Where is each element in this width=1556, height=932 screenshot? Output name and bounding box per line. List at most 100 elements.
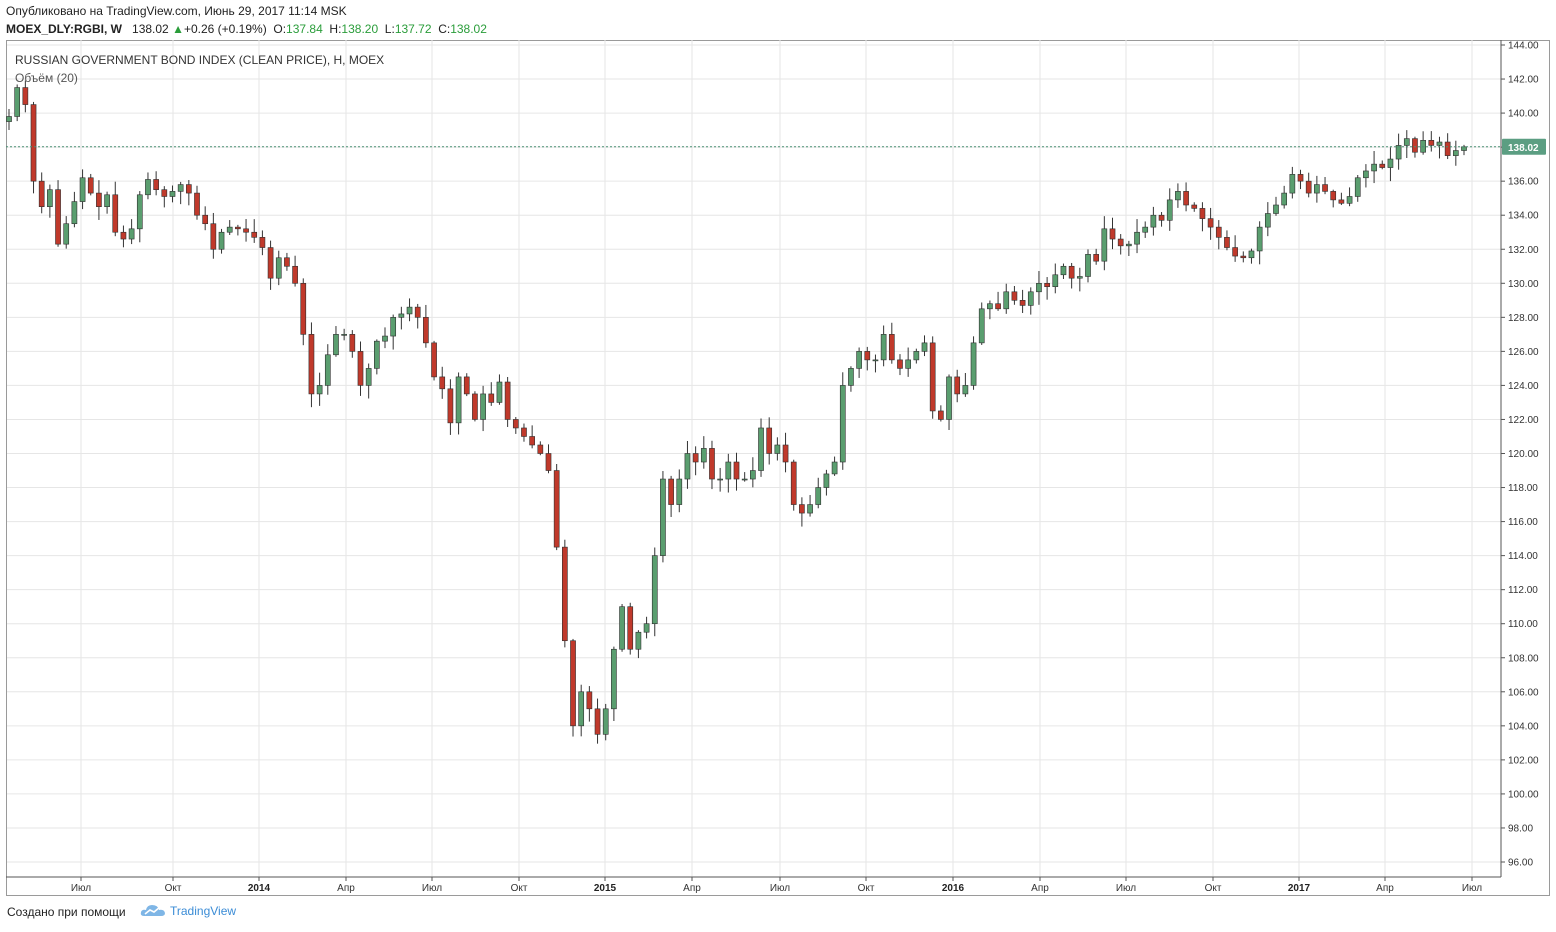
candle-body bbox=[602, 708, 609, 735]
candle bbox=[431, 340, 437, 381]
candle-body bbox=[938, 410, 944, 420]
candle bbox=[978, 302, 985, 345]
candle bbox=[1256, 221, 1263, 265]
candle-body bbox=[1175, 191, 1181, 201]
candle-body bbox=[913, 351, 920, 361]
y-tick-label: 96.00 bbox=[1508, 858, 1533, 869]
x-tick-label: Июл bbox=[1116, 883, 1136, 894]
candle-body bbox=[87, 177, 94, 194]
candle-body bbox=[578, 691, 585, 727]
candle-body bbox=[725, 461, 732, 480]
candle-body bbox=[463, 376, 470, 395]
candle-body bbox=[414, 306, 421, 318]
candle bbox=[987, 300, 993, 320]
candle-body bbox=[1085, 254, 1091, 277]
grid bbox=[7, 40, 1501, 877]
candle-body bbox=[1011, 291, 1018, 301]
candle bbox=[529, 425, 535, 449]
candle-body bbox=[888, 334, 895, 361]
candle-body bbox=[1281, 192, 1288, 206]
candle bbox=[635, 630, 642, 659]
candle-body bbox=[692, 453, 699, 463]
candle bbox=[839, 372, 846, 470]
candle bbox=[1101, 216, 1108, 271]
tradingview-brand-link[interactable]: TradingView bbox=[170, 904, 237, 918]
candle bbox=[1142, 221, 1149, 238]
candle bbox=[929, 336, 936, 419]
candle-body bbox=[1199, 208, 1206, 219]
candle-body bbox=[1264, 213, 1271, 228]
candle-body bbox=[357, 351, 364, 386]
candle bbox=[938, 405, 944, 422]
candle-body bbox=[259, 237, 266, 248]
chart-frame bbox=[6, 40, 1550, 896]
candle-body bbox=[921, 342, 928, 352]
candle bbox=[1109, 217, 1116, 250]
candle bbox=[545, 444, 552, 474]
candle-body bbox=[161, 189, 168, 197]
candle-body bbox=[480, 393, 486, 420]
candle-body bbox=[1150, 214, 1157, 228]
candle-body bbox=[635, 631, 642, 650]
candle bbox=[700, 436, 707, 469]
y-tick-label: 112.00 bbox=[1508, 585, 1538, 596]
candle-body bbox=[267, 247, 274, 279]
candle-body bbox=[872, 359, 879, 362]
candle bbox=[79, 169, 86, 210]
candle bbox=[1052, 263, 1059, 294]
candle bbox=[169, 185, 176, 203]
candle bbox=[970, 336, 977, 390]
candle-body bbox=[1346, 196, 1353, 204]
candle-body bbox=[668, 478, 674, 505]
candle bbox=[1011, 285, 1018, 305]
candle bbox=[194, 185, 200, 220]
y-tick-label: 144.00 bbox=[1508, 41, 1539, 52]
candle-body bbox=[962, 385, 969, 395]
candle bbox=[1207, 207, 1214, 240]
candle-body bbox=[496, 381, 503, 403]
candle bbox=[578, 684, 585, 737]
candle-body bbox=[79, 177, 86, 202]
candle bbox=[202, 206, 209, 231]
candle bbox=[292, 255, 298, 287]
y-tick-label: 108.00 bbox=[1508, 653, 1539, 664]
candle-body bbox=[1068, 265, 1075, 279]
candle bbox=[1322, 177, 1328, 195]
candle-body bbox=[447, 388, 454, 424]
candlestick-chart[interactable]: 96.00 98.00 100.00 102.00 104.00 106.00 108.00… bbox=[6, 40, 1550, 896]
candle-body bbox=[1060, 265, 1067, 276]
candle bbox=[55, 180, 61, 247]
chart-title: RUSSIAN GOVERNMENT BOND INDEX (CLEAN PRI… bbox=[15, 53, 385, 67]
candle bbox=[921, 335, 928, 357]
candle bbox=[1273, 196, 1279, 216]
volume-indicator-label[interactable]: Объём (20) bbox=[15, 71, 78, 85]
tradingview-cloud-icon[interactable] bbox=[140, 902, 166, 918]
candle bbox=[1232, 235, 1238, 262]
candle bbox=[562, 539, 568, 648]
high-value: 138.20 bbox=[341, 22, 379, 36]
published-text: Опубликовано на TradingView.com, Июнь 29… bbox=[6, 4, 347, 18]
candle-body bbox=[104, 194, 110, 207]
candle bbox=[136, 191, 143, 243]
candle bbox=[96, 180, 102, 220]
candle-body bbox=[120, 231, 127, 240]
candle bbox=[782, 432, 789, 473]
candle bbox=[717, 467, 723, 492]
change-up-icon: ▲ bbox=[172, 22, 184, 36]
x-tick-label: 2014 bbox=[248, 883, 271, 894]
candle-body bbox=[71, 201, 78, 225]
candle-body bbox=[684, 453, 691, 480]
candle-body bbox=[521, 427, 527, 437]
candle bbox=[553, 464, 560, 551]
y-tick-label: 124.00 bbox=[1508, 381, 1539, 392]
candle-body bbox=[553, 470, 560, 548]
candle-body bbox=[570, 640, 576, 727]
open-label: O: bbox=[273, 22, 287, 36]
candle-body bbox=[946, 376, 952, 420]
candle-body bbox=[807, 504, 813, 514]
candle-body bbox=[995, 303, 1001, 310]
candle-body bbox=[651, 555, 658, 625]
x-tick-label: Апр bbox=[683, 883, 701, 894]
candle bbox=[1126, 240, 1132, 256]
candle-body bbox=[1019, 300, 1026, 306]
